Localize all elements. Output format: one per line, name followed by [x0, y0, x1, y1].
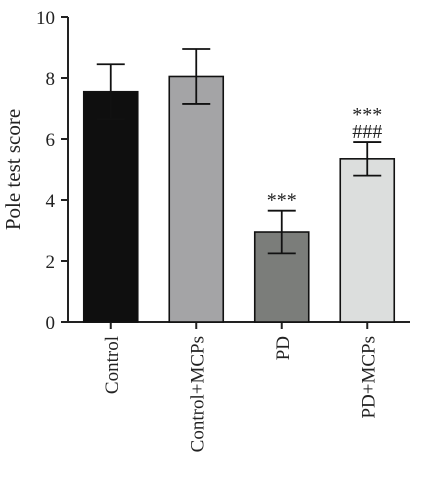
bar-control-mcps — [168, 75, 225, 323]
bar-pd-mcps — [339, 158, 396, 323]
significance-marker: *** — [352, 104, 382, 126]
bar-control — [82, 90, 139, 323]
y-tick-label: 2 — [46, 252, 56, 273]
x-axis: Control Control+MCPs PD PD+MCPs — [68, 321, 410, 452]
x-tick-label: PD — [273, 336, 294, 360]
significance-marker: *** — [267, 190, 297, 212]
x-tick-label: Control — [102, 336, 123, 394]
y-tick-label: 0 — [46, 313, 56, 334]
y-axis-title: Pole test score — [1, 109, 25, 230]
significance-marker: ### — [352, 121, 382, 143]
y-tick-label: 6 — [46, 130, 56, 151]
y-axis: 0 2 4 6 8 10 — [36, 8, 69, 334]
bars: ***###*** — [82, 48, 396, 323]
x-tick-label: PD+MCPs — [358, 336, 379, 419]
x-tick-label: Control+MCPs — [187, 336, 208, 452]
y-tick-label: 10 — [36, 8, 55, 29]
y-tick-label: 8 — [46, 69, 56, 90]
y-tick-label: 4 — [46, 191, 56, 212]
